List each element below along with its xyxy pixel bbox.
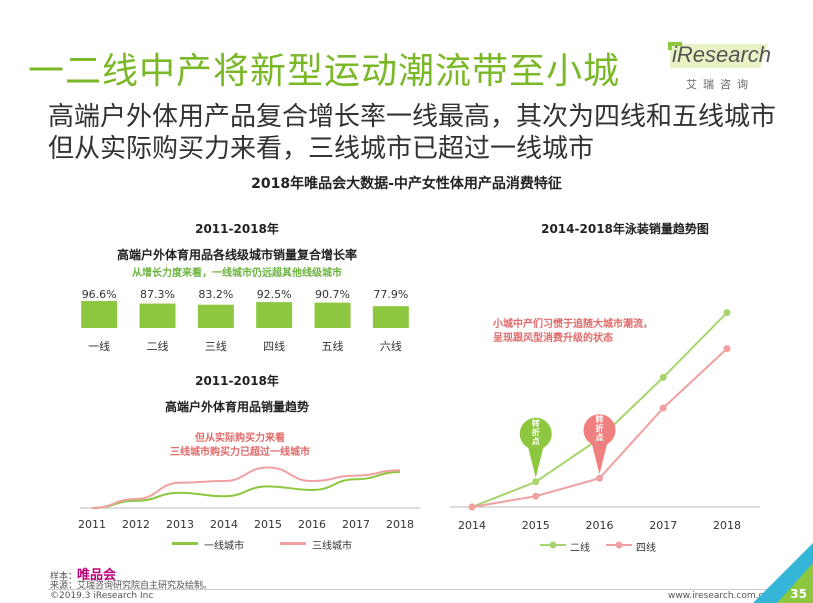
page-number: 35: [790, 587, 807, 601]
swim-chart-title: 2014-2018年泳装销量趋势图: [541, 222, 709, 236]
logo-shape-icon: [668, 42, 768, 68]
bar: [256, 302, 293, 328]
bar-category-label: 五线: [322, 339, 344, 353]
corner-decoration-icon: [753, 543, 813, 603]
subtitle-line-1: 高端户外体用产品复合增长率一线最高，其次为四线和五线城市: [48, 102, 777, 132]
source-note: 来源：艾瑞咨询研究院自主研究及绘制。: [50, 581, 213, 591]
bar-chart-title: 2011-2018年: [195, 222, 279, 236]
sample-brand: 唯品会: [77, 568, 117, 583]
marker-label: 折: [596, 423, 604, 433]
bar-chart-subtitle: 高端户外体育用品各线级城市销量复合增长率: [116, 248, 357, 262]
bar-value-label: 92.5%: [257, 288, 292, 301]
trend-chart-legend: 一线城市 三线城市: [160, 536, 420, 552]
bar-value-label: 90.7%: [315, 288, 350, 301]
x-tick-label: 2014: [458, 519, 486, 532]
x-tick-label: 2017: [649, 519, 677, 532]
bar-category-label: 四线: [263, 339, 285, 353]
data-point: [532, 478, 540, 486]
trend-annotation-line2: 三线城市购买力已超过一线城市: [170, 447, 310, 458]
x-tick-label: 2016: [298, 518, 326, 531]
series-line: [91, 471, 401, 509]
data-point: [659, 373, 667, 381]
series-line: [91, 466, 401, 509]
x-tick-label: 2015: [522, 519, 550, 532]
iresearch-logo: iResearch 艾瑞咨询: [668, 42, 772, 92]
data-point: [596, 474, 603, 482]
bar-value-label: 96.6%: [82, 288, 117, 301]
trend-chart: 2011 2012 2013 2014 2015 2016 2017 2018: [78, 466, 420, 531]
footer-divider: [48, 589, 768, 590]
bar: [139, 303, 176, 328]
x-tick-label: 2012: [122, 518, 150, 531]
page-title: 一二线中产将新型运动潮流带至小城: [28, 51, 621, 92]
data-point: [723, 309, 731, 317]
trend-annotation-line1: 但从实际购买力来看: [195, 433, 285, 444]
swim-annotation-line2: 呈现跟风型消费升级的状态: [493, 333, 613, 344]
x-tick-label: 2018: [386, 518, 414, 531]
trend-chart-annotation: 但从实际购买力来看 三线城市购买力已超过一线城市: [70, 432, 410, 460]
data-point: [723, 345, 731, 353]
x-tick-label: 2014: [210, 518, 238, 531]
subtitle-line-2: 但从实际购买力来看，三线城市已超过一线城市: [48, 134, 595, 164]
sample-note: 样本：唯品会: [50, 564, 116, 583]
legend-label-tier2: 二线: [570, 543, 590, 554]
bar: [197, 304, 234, 328]
bar-category-label: 六线: [380, 339, 402, 353]
marker-badge: [519, 417, 552, 450]
x-tick-label: 2011: [78, 518, 106, 531]
website-link[interactable]: www.iresearch.com.cn: [668, 591, 770, 601]
legend-marker-green-icon: [540, 541, 566, 549]
bar: [81, 300, 118, 328]
bar-value-label: 87.3%: [140, 288, 175, 301]
legend-marker-pink-icon: [606, 541, 632, 549]
marker-label: 点: [596, 432, 604, 442]
marker-label: 转: [532, 418, 540, 428]
data-point: [468, 503, 476, 511]
legend-label-tier3: 三线城市: [312, 541, 352, 552]
trend-chart-title: 2011-2018年: [195, 374, 279, 388]
bar-value-label: 77.9%: [373, 288, 408, 301]
bar-category-label: 二线: [147, 339, 169, 353]
data-point: [659, 404, 667, 412]
logo-cn: 艾瑞咨询: [686, 78, 754, 91]
data-point: [532, 492, 540, 500]
trend-chart-subtitle: 高端户外体育用品销量趋势: [164, 400, 309, 414]
sample-label: 样本：: [50, 572, 78, 582]
swim-chart-legend: 二线 四线: [540, 538, 740, 554]
bar: [372, 306, 409, 328]
marker-label: 折: [532, 427, 540, 437]
x-tick-label: 2015: [254, 518, 282, 531]
logo-brand: iResearch: [672, 42, 772, 67]
bar: [314, 302, 351, 328]
section-title: 2018年唯品会大数据-中产女性体用产品消费特征: [251, 176, 562, 192]
bar-value-label: 83.2%: [198, 288, 233, 301]
swim-annotation-line1: 小城中产们习惯于追随大城市潮流，: [493, 319, 653, 330]
marker-pointer: [591, 442, 608, 475]
bar-chart: 96.6% 一线 87.3% 二线 83.2% 三线 92.5% 四线 90.7% 五线 77.9%…: [81, 288, 409, 353]
swim-chart-annotation: 小城中产们习惯于追随大城市潮流， 呈现跟风型消费升级的状态: [493, 318, 653, 346]
legend-line-pink-icon: [280, 542, 306, 545]
marker-pointer: [527, 445, 544, 478]
bar-chart-annotation: 从增长力度来看，一线城市仍远超其他线级城市: [132, 268, 342, 279]
bar-category-label: 三线: [205, 339, 227, 353]
x-tick-label: 2018: [713, 519, 741, 532]
marker-label: 点: [532, 436, 540, 446]
x-tick-label: 2013: [166, 518, 194, 531]
bar-category-label: 一线: [88, 339, 110, 353]
legend-label-tier1: 一线城市: [204, 541, 244, 552]
legend-label-tier4: 四线: [636, 543, 656, 554]
marker-badge: [583, 414, 616, 447]
x-tick-label: 2016: [586, 519, 614, 532]
x-tick-label: 2017: [342, 518, 370, 531]
legend-line-green-icon: [172, 542, 198, 545]
marker-label: 转: [596, 414, 604, 424]
copyright: ©2019.3 iResearch Inc: [50, 591, 154, 601]
